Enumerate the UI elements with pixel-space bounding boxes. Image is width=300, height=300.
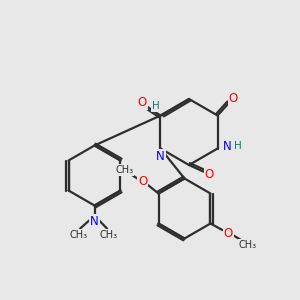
Text: O: O bbox=[138, 175, 147, 188]
Text: CH₃: CH₃ bbox=[70, 230, 88, 240]
Text: CH₃: CH₃ bbox=[100, 230, 118, 240]
Text: O: O bbox=[205, 168, 214, 181]
Text: N: N bbox=[223, 140, 232, 154]
Text: O: O bbox=[138, 96, 147, 109]
Text: H: H bbox=[234, 140, 242, 151]
Text: H: H bbox=[152, 101, 160, 111]
Text: CH₃: CH₃ bbox=[239, 239, 257, 250]
Text: N: N bbox=[90, 215, 99, 228]
Text: O: O bbox=[229, 92, 238, 105]
Text: N: N bbox=[156, 150, 165, 164]
Text: CH₃: CH₃ bbox=[116, 165, 134, 175]
Text: O: O bbox=[224, 226, 233, 240]
